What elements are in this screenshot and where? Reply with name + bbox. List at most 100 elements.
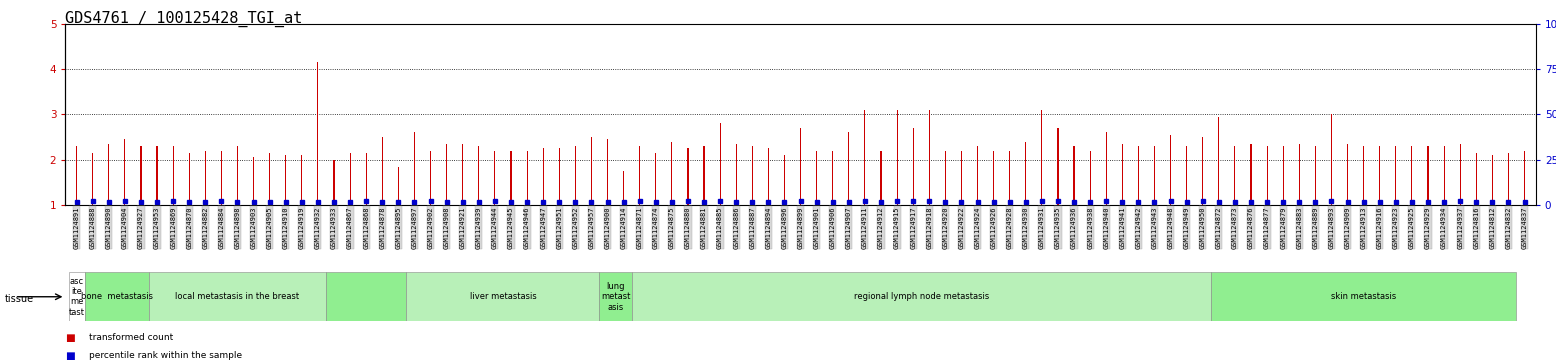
Text: GSM1124932: GSM1124932 xyxy=(314,207,321,249)
Text: GSM1124934: GSM1124934 xyxy=(1441,207,1447,249)
Text: GSM1124812: GSM1124812 xyxy=(1489,207,1495,249)
Text: GSM1124871: GSM1124871 xyxy=(636,207,643,249)
Text: GSM1124874: GSM1124874 xyxy=(654,207,658,249)
Text: GSM1124953: GSM1124953 xyxy=(154,207,160,249)
Text: GSM1124926: GSM1124926 xyxy=(991,207,996,249)
Text: GSM1124917: GSM1124917 xyxy=(910,207,916,249)
Text: percentile rank within the sample: percentile rank within the sample xyxy=(89,351,241,360)
FancyBboxPatch shape xyxy=(325,272,406,321)
Text: GSM1124893: GSM1124893 xyxy=(1329,207,1335,249)
Text: GSM1124912: GSM1124912 xyxy=(878,207,884,249)
Text: GSM1124899: GSM1124899 xyxy=(798,207,803,249)
Text: GSM1124883: GSM1124883 xyxy=(1296,207,1302,249)
Text: GSM1124913: GSM1124913 xyxy=(1360,207,1366,249)
Text: GSM1124925: GSM1124925 xyxy=(1408,207,1414,249)
Text: GSM1124878: GSM1124878 xyxy=(380,207,386,249)
Text: GSM1124919: GSM1124919 xyxy=(299,207,305,249)
Text: GSM1124909: GSM1124909 xyxy=(1344,207,1351,249)
Text: GSM1124879: GSM1124879 xyxy=(1281,207,1287,249)
Text: GSM1124939: GSM1124939 xyxy=(476,207,482,249)
Text: GSM1124890: GSM1124890 xyxy=(106,207,112,249)
Text: GSM1124888: GSM1124888 xyxy=(90,207,96,249)
Text: GSM1124910: GSM1124910 xyxy=(283,207,289,249)
Text: GSM1124880: GSM1124880 xyxy=(685,207,691,249)
Text: GSM1124924: GSM1124924 xyxy=(974,207,980,249)
Text: GSM1124918: GSM1124918 xyxy=(926,207,932,249)
Text: GSM1124885: GSM1124885 xyxy=(717,207,724,249)
Text: GSM1124940: GSM1124940 xyxy=(1103,207,1109,249)
Text: GSM1124948: GSM1124948 xyxy=(1167,207,1173,249)
Text: GSM1124887: GSM1124887 xyxy=(750,207,755,249)
Text: transformed count: transformed count xyxy=(89,333,173,342)
Text: GSM1124816: GSM1124816 xyxy=(1474,207,1480,249)
Text: GSM1124897: GSM1124897 xyxy=(411,207,417,249)
Text: GSM1124884: GSM1124884 xyxy=(218,207,224,249)
Text: GSM1124882: GSM1124882 xyxy=(202,207,209,249)
Text: GSM1124889: GSM1124889 xyxy=(1312,207,1318,249)
Text: GSM1124902: GSM1124902 xyxy=(428,207,434,249)
Text: GSM1124950: GSM1124950 xyxy=(1200,207,1206,249)
Text: GSM1124896: GSM1124896 xyxy=(781,207,787,249)
Text: GSM1124935: GSM1124935 xyxy=(1055,207,1061,249)
Text: ■: ■ xyxy=(65,333,75,343)
Text: lung
metast
asis: lung metast asis xyxy=(601,282,630,312)
Text: GSM1124945: GSM1124945 xyxy=(507,207,513,249)
Text: GDS4761 / 100125428_TGI_at: GDS4761 / 100125428_TGI_at xyxy=(65,11,302,27)
Text: GSM1124916: GSM1124916 xyxy=(1377,207,1383,249)
FancyBboxPatch shape xyxy=(599,272,632,321)
FancyBboxPatch shape xyxy=(84,272,149,321)
Text: GSM1124957: GSM1124957 xyxy=(588,207,594,249)
FancyBboxPatch shape xyxy=(149,272,325,321)
Text: GSM1124886: GSM1124886 xyxy=(733,207,739,249)
Text: GSM1124875: GSM1124875 xyxy=(669,207,675,249)
Text: GSM1124938: GSM1124938 xyxy=(1088,207,1094,249)
Text: GSM1124929: GSM1124929 xyxy=(1425,207,1432,249)
Text: GSM1124931: GSM1124931 xyxy=(1039,207,1046,249)
Text: GSM1124943: GSM1124943 xyxy=(1151,207,1158,249)
Text: GSM1124873: GSM1124873 xyxy=(1232,207,1239,249)
Text: GSM1124832: GSM1124832 xyxy=(1505,207,1511,249)
Text: GSM1124936: GSM1124936 xyxy=(1071,207,1077,249)
Text: liver metastasis: liver metastasis xyxy=(470,292,537,301)
Text: GSM1124930: GSM1124930 xyxy=(1022,207,1029,249)
Text: GSM1124901: GSM1124901 xyxy=(814,207,820,249)
Text: GSM1124927: GSM1124927 xyxy=(138,207,145,249)
Text: GSM1124921: GSM1124921 xyxy=(459,207,465,249)
Text: GSM1124867: GSM1124867 xyxy=(347,207,353,249)
Text: GSM1124907: GSM1124907 xyxy=(846,207,851,249)
Text: GSM1124946: GSM1124946 xyxy=(524,207,531,249)
Text: GSM1124947: GSM1124947 xyxy=(540,207,546,249)
Text: GSM1124911: GSM1124911 xyxy=(862,207,868,249)
Text: GSM1124941: GSM1124941 xyxy=(1119,207,1125,249)
FancyBboxPatch shape xyxy=(406,272,599,321)
Text: GSM1124923: GSM1124923 xyxy=(1393,207,1399,249)
Text: GSM1124869: GSM1124869 xyxy=(170,207,176,249)
Text: GSM1124908: GSM1124908 xyxy=(443,207,450,249)
Text: GSM1124891: GSM1124891 xyxy=(73,207,79,249)
Text: GSM1124837: GSM1124837 xyxy=(1522,207,1528,249)
Text: GSM1124903: GSM1124903 xyxy=(251,207,257,249)
Text: GSM1124881: GSM1124881 xyxy=(702,207,706,249)
Text: GSM1124870: GSM1124870 xyxy=(187,207,193,249)
Text: GSM1124915: GSM1124915 xyxy=(895,207,899,249)
Text: GSM1124877: GSM1124877 xyxy=(1263,207,1270,249)
Text: bone  metastasis: bone metastasis xyxy=(81,292,152,301)
Text: ■: ■ xyxy=(65,351,75,361)
Text: GSM1124872: GSM1124872 xyxy=(1215,207,1221,249)
Text: GSM1124942: GSM1124942 xyxy=(1136,207,1142,249)
Text: tissue: tissue xyxy=(5,294,34,305)
Text: GSM1124895: GSM1124895 xyxy=(395,207,401,249)
Text: GSM1124944: GSM1124944 xyxy=(492,207,498,249)
Text: skin metastasis: skin metastasis xyxy=(1330,292,1396,301)
Text: GSM1124868: GSM1124868 xyxy=(363,207,369,249)
Text: GSM1124905: GSM1124905 xyxy=(266,207,272,249)
Text: GSM1124900: GSM1124900 xyxy=(605,207,610,249)
Text: GSM1124904: GSM1124904 xyxy=(121,207,128,249)
FancyBboxPatch shape xyxy=(1211,272,1517,321)
Text: GSM1124933: GSM1124933 xyxy=(331,207,338,249)
Text: GSM1124922: GSM1124922 xyxy=(958,207,965,249)
Text: GSM1124937: GSM1124937 xyxy=(1456,207,1463,249)
Text: GSM1124951: GSM1124951 xyxy=(555,207,562,249)
Text: local metastasis in the breast: local metastasis in the breast xyxy=(176,292,300,301)
Text: GSM1124898: GSM1124898 xyxy=(235,207,241,249)
